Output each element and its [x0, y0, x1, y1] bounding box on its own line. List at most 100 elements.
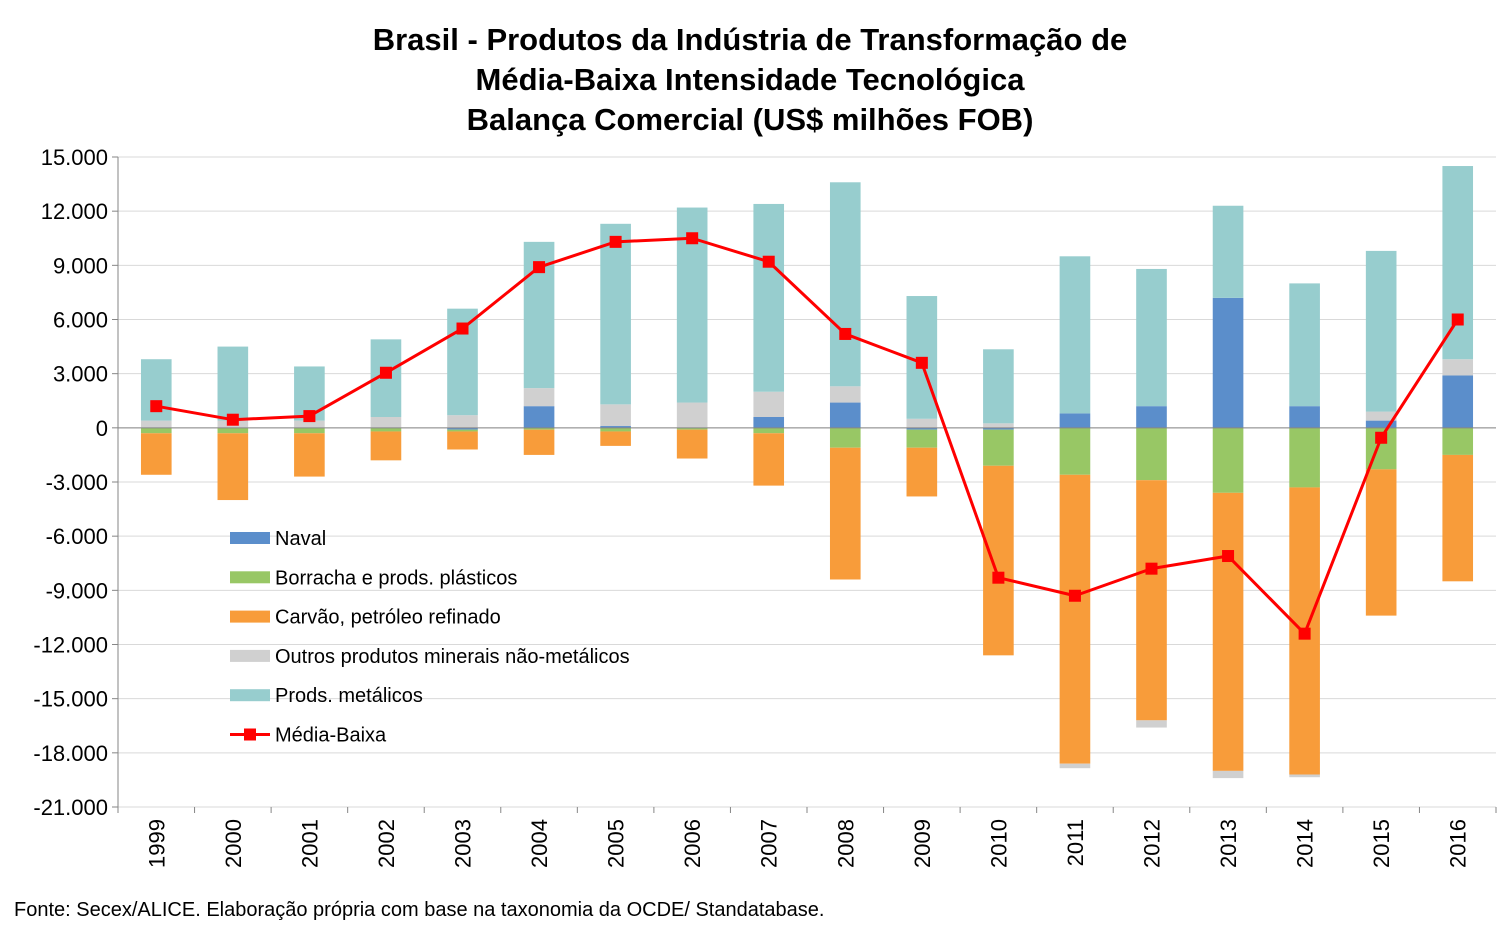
bar-segment — [1059, 427, 1091, 475]
x-tick-label: 2001 — [297, 819, 322, 868]
bar-segment — [1442, 427, 1474, 455]
bar-segment — [600, 427, 631, 432]
chart-title-line-3: Balança Comercial (US$ milhões FOB) — [466, 102, 1034, 137]
bar-segment — [217, 433, 249, 501]
bar-segment — [1059, 763, 1091, 769]
y-tick-label: -12.000 — [33, 633, 108, 658]
bar-segment — [1212, 297, 1244, 428]
bar-segment — [983, 465, 1014, 656]
bar-segment — [829, 402, 861, 428]
bar-segment — [1136, 268, 1167, 407]
bar-segment — [1442, 359, 1474, 376]
y-tick-label: -15.000 — [33, 687, 108, 712]
bar-segment — [906, 427, 938, 430]
bar-segment — [1365, 411, 1397, 421]
bar-segment — [1136, 480, 1167, 721]
line-point — [303, 410, 316, 423]
x-tick-label: 2006 — [680, 819, 705, 868]
x-tick-label: 2000 — [221, 819, 246, 868]
y-tick-label: 3.000 — [53, 362, 108, 387]
legend-label: Naval — [275, 528, 326, 550]
bar-segment — [753, 433, 785, 486]
line-point — [1298, 627, 1311, 640]
legend-label: Média-Baixa — [275, 725, 387, 747]
bar-segment — [447, 431, 478, 450]
y-tick-label: -3.000 — [46, 470, 108, 495]
y-tick-label: -21.000 — [33, 795, 108, 820]
legend: Naval Borracha e prods. plásticos Carvão, … — [230, 528, 630, 747]
chart-title: Brasil - Produtos da Indústria de Transf… — [0, 20, 1500, 140]
line-point — [992, 571, 1005, 584]
legend-swatch — [230, 532, 270, 544]
line-point — [1222, 550, 1235, 563]
bar-segment — [1442, 166, 1474, 360]
bar-segment — [600, 404, 631, 427]
bar-segment — [523, 427, 555, 430]
bar-segment — [600, 431, 631, 446]
legend-swatch — [230, 689, 270, 702]
bar-segment — [217, 346, 249, 421]
bar-segment — [676, 427, 708, 430]
legend-label: Outros produtos minerais não-metálicos — [275, 646, 630, 668]
bar-segment — [294, 420, 325, 428]
bar-segment — [1289, 774, 1320, 778]
bar-segment — [140, 433, 172, 475]
bar-segment — [676, 429, 708, 459]
bar-segment — [370, 431, 402, 461]
bar-segment — [1365, 250, 1397, 412]
line-point — [915, 356, 928, 369]
line-point — [1145, 562, 1158, 575]
x-tick-label: 2005 — [604, 819, 629, 868]
line-point — [1451, 313, 1464, 326]
y-tick-label: 0 — [96, 416, 108, 441]
bar-segment — [1442, 454, 1474, 582]
x-tick-label: 2010 — [986, 819, 1011, 868]
bar-segment — [1442, 375, 1474, 428]
y-tick-label: 9.000 — [53, 253, 108, 278]
bar-segment — [447, 427, 478, 430]
line-path — [156, 236, 1459, 636]
line-point — [686, 232, 699, 245]
y-tick-label: -6.000 — [46, 524, 108, 549]
x-tick-label: 2014 — [1293, 819, 1318, 868]
source-note: Fonte: Secex/ALICE. Elaboração própria c… — [14, 899, 825, 921]
bar-segment — [447, 415, 478, 428]
bar-segment — [983, 429, 1014, 466]
legend-label: Prods. metálicos — [275, 685, 423, 707]
legend-swatch — [230, 649, 270, 662]
bar-segment — [1136, 427, 1167, 481]
y-tick-label: 15.000 — [41, 145, 108, 170]
bar-segment — [294, 427, 325, 434]
legend-label: Borracha e prods. plásticos — [275, 567, 517, 589]
legend-swatch — [244, 728, 256, 741]
bar-segment — [1136, 720, 1167, 728]
y-tick-label: -9.000 — [46, 578, 108, 603]
bar-segment — [829, 447, 861, 580]
axes: 15.000 12.000 9.000 6.000 3.000 0 -3.000 -6.000… — [33, 145, 1497, 868]
chart-title-line-1: Brasil - Produtos da Indústria de Transf… — [372, 22, 1128, 57]
x-tick-label: 2016 — [1446, 819, 1471, 868]
x-tick-label: 2015 — [1369, 819, 1394, 868]
bar-segment — [1212, 205, 1244, 298]
line-point — [150, 400, 163, 413]
line-point — [226, 413, 239, 426]
bar-segment — [370, 417, 402, 428]
bar-segment — [523, 429, 555, 455]
x-tick-label: 2012 — [1140, 819, 1165, 868]
bar-segment — [294, 433, 325, 477]
x-tick-label: 2013 — [1216, 819, 1241, 868]
bar-segment — [1059, 413, 1091, 428]
x-tick-label: 2007 — [757, 819, 782, 868]
bar-segment — [1059, 474, 1091, 764]
line-point — [609, 235, 622, 248]
bar-segment — [1212, 492, 1244, 771]
bar-segment — [753, 427, 785, 434]
bar-segment — [983, 423, 1014, 428]
x-tick-label: 2002 — [374, 819, 399, 868]
bars — [140, 166, 1474, 779]
x-tick-label: 2009 — [910, 819, 935, 868]
line-point — [456, 322, 469, 335]
bar-segment — [523, 406, 555, 428]
bar-segment — [1289, 427, 1320, 488]
